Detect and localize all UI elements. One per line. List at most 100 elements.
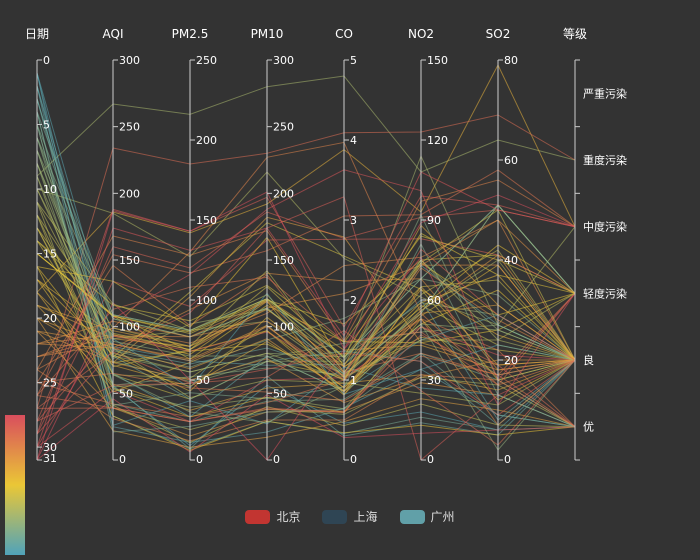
- axis-tick-label: 100: [273, 321, 294, 334]
- series-line[interactable]: [36, 171, 576, 326]
- series-line[interactable]: [36, 169, 576, 448]
- series-line[interactable]: [36, 124, 576, 428]
- series-line[interactable]: [36, 154, 576, 362]
- series-line[interactable]: [36, 150, 576, 376]
- axis-tick-label: 40: [504, 254, 518, 267]
- parallel-axis: 等级优 良 轻度污染 中度污染 重度污染 严重污染: [563, 27, 627, 461]
- axes-layer: 日期05101520253031AQI050100150200250300PM2…: [25, 27, 627, 466]
- axis-tick-label: 30: [427, 374, 441, 387]
- axis-tick-label: 10: [43, 183, 57, 196]
- series-line[interactable]: [36, 326, 576, 428]
- legend-item-beijing[interactable]: 北京: [245, 508, 300, 525]
- axis-tick-label: 150: [196, 214, 217, 227]
- series-line[interactable]: [36, 288, 576, 392]
- axis-tick-label: 2: [350, 294, 357, 307]
- axis-title: NO2: [408, 27, 434, 41]
- legend-item-guangzhou[interactable]: 广州: [399, 508, 455, 525]
- legend-item-shanghai[interactable]: 上海: [322, 508, 378, 525]
- series-line[interactable]: [36, 137, 576, 359]
- axis-tick-label: 50: [273, 387, 287, 400]
- series-line[interactable]: [36, 214, 576, 373]
- axis-tick-label: 重度污染: [583, 153, 627, 167]
- axis-tick-label: 150: [427, 54, 448, 67]
- axis-tick-label: 30: [43, 441, 57, 454]
- axis-tick-label: 200: [196, 134, 217, 147]
- series-line[interactable]: [36, 219, 576, 374]
- series-line[interactable]: [36, 264, 576, 396]
- series-line[interactable]: [36, 256, 576, 461]
- series-line[interactable]: [36, 232, 576, 357]
- axis-tick-label: 250: [273, 121, 294, 134]
- series-line[interactable]: [36, 330, 576, 437]
- series-line[interactable]: [36, 267, 576, 381]
- series-line[interactable]: [36, 355, 576, 402]
- axis-tick-label: 300: [273, 54, 294, 67]
- axis-tick-label: 15: [43, 248, 57, 261]
- axis-tick-label: 31: [43, 452, 57, 465]
- axis-tick-label: 5: [350, 54, 357, 67]
- series-line[interactable]: [36, 163, 576, 392]
- parallel-axis: NO2 0 30 60 90 120 150: [408, 27, 448, 466]
- series-2: [36, 72, 576, 461]
- series-line[interactable]: [36, 330, 575, 404]
- series-line[interactable]: [36, 175, 576, 410]
- visual-map-gradient-bar[interactable]: [5, 415, 25, 555]
- series-line[interactable]: [36, 63, 576, 293]
- series-line[interactable]: [36, 179, 576, 370]
- series-line[interactable]: [36, 219, 576, 361]
- axis-tick-label: 300: [119, 54, 140, 67]
- series-line[interactable]: [36, 191, 576, 461]
- axis-tick-label: 优: [583, 421, 594, 434]
- axis-tick-label: 150: [273, 254, 294, 267]
- axis-tick-label: 90: [427, 214, 441, 227]
- series-line[interactable]: [36, 169, 576, 396]
- series-line[interactable]: [36, 326, 576, 448]
- axis-tick-label: 20: [43, 312, 57, 325]
- axis-tick-label: 0: [119, 453, 126, 466]
- series-line[interactable]: [36, 124, 576, 428]
- series-line[interactable]: [36, 285, 576, 396]
- series-line[interactable]: [36, 196, 576, 461]
- legend-swatch-beijing: [245, 509, 271, 524]
- legend-label-beijing: 北京: [276, 510, 301, 524]
- series-line[interactable]: [36, 72, 576, 428]
- series-line[interactable]: [36, 318, 576, 428]
- series-line[interactable]: [36, 171, 576, 448]
- axis-tick-label: 0: [196, 453, 203, 466]
- series-line[interactable]: [36, 227, 576, 368]
- series-line[interactable]: [36, 276, 576, 396]
- series-line[interactable]: [36, 114, 576, 409]
- axis-tick-label: 中度污染: [583, 220, 627, 234]
- axis-tick-label: 1: [350, 374, 357, 387]
- series-line[interactable]: [36, 224, 576, 368]
- parallel-axis: PM2.5 0 50 100 150 200 250: [172, 27, 217, 466]
- axis-tick-label: 150: [119, 254, 140, 267]
- series-line[interactable]: [36, 236, 576, 368]
- axis-tick-label: 250: [119, 121, 140, 134]
- series-line[interactable]: [36, 201, 576, 379]
- series-line[interactable]: [36, 248, 576, 422]
- legend-label-shanghai: 上海: [353, 510, 378, 524]
- axis-tick-label: 0: [427, 453, 434, 466]
- series-line[interactable]: [36, 304, 576, 411]
- series-line[interactable]: [36, 394, 576, 461]
- axis-title: SO2: [486, 27, 511, 41]
- axis-title: PM2.5: [172, 27, 209, 41]
- axis-tick-label: 200: [119, 187, 140, 200]
- axis-tick-label: 60: [504, 154, 518, 167]
- series-line[interactable]: [36, 369, 576, 442]
- axis-tick-label: 200: [273, 187, 294, 200]
- series-line[interactable]: [36, 75, 576, 177]
- axis-tick-label: 60: [427, 294, 441, 307]
- axis-title: 等级: [563, 27, 587, 41]
- series-line[interactable]: [36, 274, 576, 392]
- axis-tick-label: 50: [119, 387, 133, 400]
- series-line[interactable]: [36, 209, 576, 422]
- axis-title: AQI: [103, 27, 124, 41]
- series-line[interactable]: [36, 304, 576, 393]
- series-line[interactable]: [36, 163, 576, 373]
- series-line[interactable]: [36, 272, 576, 371]
- series-line[interactable]: [36, 209, 576, 361]
- legend-swatch-guangzhou: [399, 509, 425, 524]
